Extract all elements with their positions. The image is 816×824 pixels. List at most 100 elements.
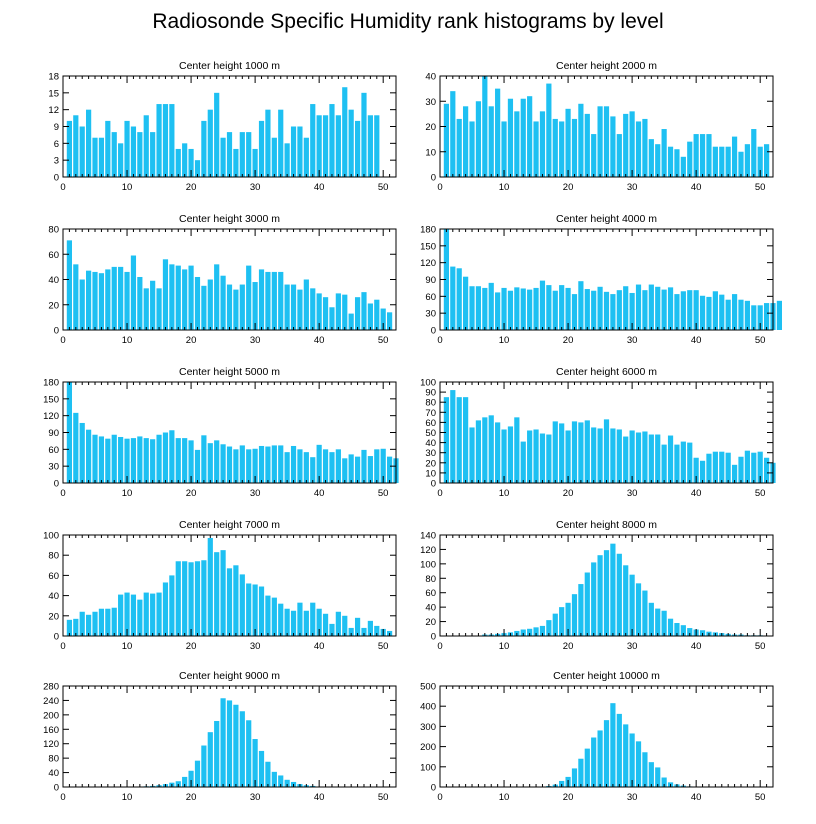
histogram-bar	[194, 160, 201, 177]
y-tick-label: 120	[43, 411, 59, 422]
histogram-bar	[539, 433, 546, 483]
histogram-bar	[559, 121, 565, 177]
histogram-bar	[571, 594, 578, 636]
y-tick-label: 0	[431, 632, 436, 643]
histogram-bar	[233, 565, 239, 636]
histogram-bar	[258, 586, 265, 636]
y-tick-label: 20	[425, 617, 436, 628]
histogram-bar	[744, 144, 750, 177]
x-tick-label: 20	[563, 792, 574, 803]
histogram-bar	[603, 720, 610, 787]
histogram-bar	[546, 620, 552, 636]
histogram-bar	[79, 126, 85, 177]
histogram-bar	[156, 288, 162, 330]
y-tick-label: 30	[425, 448, 436, 459]
histogram-bar	[246, 132, 252, 177]
histogram-bar	[610, 703, 616, 787]
histogram-bar	[79, 611, 85, 636]
histogram-bar	[214, 552, 220, 636]
y-tick-label: 0	[54, 173, 59, 184]
y-tick-label: 60	[48, 571, 59, 582]
histogram-bar	[629, 733, 635, 787]
histogram-bar	[354, 456, 361, 483]
histogram-bar	[597, 106, 603, 177]
x-tick-label: 30	[627, 641, 638, 652]
histogram-bar	[571, 294, 578, 330]
x-tick-label: 20	[186, 488, 197, 499]
x-tick-label: 10	[499, 335, 510, 346]
histogram-bar	[265, 109, 271, 177]
histogram-bar	[111, 607, 117, 636]
y-tick-label: 90	[425, 388, 436, 399]
histogram-bar	[520, 441, 526, 483]
histogram-bar	[329, 452, 335, 483]
histogram-bar	[744, 300, 750, 330]
y-tick-label: 40	[425, 603, 436, 614]
y-tick-label: 60	[425, 292, 436, 303]
histogram-bar	[578, 584, 584, 636]
histogram-bar	[456, 397, 462, 483]
histogram-bar	[488, 282, 494, 330]
histogram-bar	[143, 115, 149, 177]
histogram-bar	[220, 698, 226, 787]
y-tick-label: 120	[420, 545, 436, 556]
x-tick-label: 10	[122, 488, 133, 499]
x-tick-label: 0	[437, 488, 442, 499]
x-tick-label: 50	[755, 182, 766, 193]
histogram-bar	[150, 132, 156, 177]
histogram-bar	[233, 148, 239, 177]
x-tick-label: 50	[755, 488, 766, 499]
histogram-bar	[757, 305, 763, 330]
panel-5: Center height 5000 m 0 10 20 30 40 50 0 30 60 90 12…	[43, 366, 399, 499]
y-tick-label: 18	[48, 72, 59, 83]
histogram-bar	[456, 118, 462, 177]
histogram-bar	[655, 434, 661, 483]
histogram-bar	[374, 299, 380, 330]
histogram-bar	[130, 255, 137, 330]
histogram-bar	[655, 608, 661, 636]
x-tick-label: 40	[691, 335, 702, 346]
histogram-bar	[246, 720, 252, 787]
histogram-bar	[559, 780, 565, 787]
histogram-bar	[201, 285, 207, 330]
histogram-bar	[450, 390, 456, 483]
histogram-bar	[693, 134, 699, 177]
y-tick-label: 100	[420, 762, 436, 773]
histogram-bar	[86, 109, 92, 177]
histogram-bar	[661, 444, 667, 483]
histogram-bar	[194, 760, 201, 787]
histogram-bar	[757, 146, 763, 177]
y-tick-label: 0	[54, 783, 59, 794]
histogram-bar	[226, 568, 233, 636]
histogram-bar	[271, 445, 277, 483]
histogram-bar	[463, 276, 469, 330]
histogram-bar	[591, 737, 597, 787]
y-tick-label: 90	[425, 275, 436, 286]
x-tick-label: 50	[378, 641, 389, 652]
histogram-bar	[687, 290, 693, 330]
histogram-bar	[367, 620, 373, 636]
histogram-bar	[233, 289, 239, 330]
y-tick-label: 160	[43, 725, 59, 736]
histogram-bar	[386, 456, 393, 483]
histogram-bar	[616, 553, 622, 636]
histogram-bar	[591, 134, 597, 177]
y-tick-label: 60	[425, 418, 436, 429]
histogram-bar	[322, 115, 329, 177]
y-tick-label: 240	[43, 696, 59, 707]
histogram-bar	[290, 284, 297, 330]
histogram-bar	[220, 550, 226, 636]
histogram-bar	[475, 286, 482, 330]
histogram-bar	[79, 422, 85, 483]
histogram-bar	[201, 560, 207, 636]
histogram-bar	[105, 120, 111, 177]
histogram-bar	[73, 115, 79, 177]
histogram-bar	[367, 303, 373, 330]
x-tick-label: 30	[250, 335, 261, 346]
histogram-bar	[552, 421, 558, 483]
x-tick-label: 0	[60, 641, 65, 652]
y-tick-label: 70	[425, 408, 436, 419]
histogram-bar	[507, 426, 514, 483]
histogram-bar	[655, 144, 661, 177]
histogram-bar	[310, 104, 316, 177]
